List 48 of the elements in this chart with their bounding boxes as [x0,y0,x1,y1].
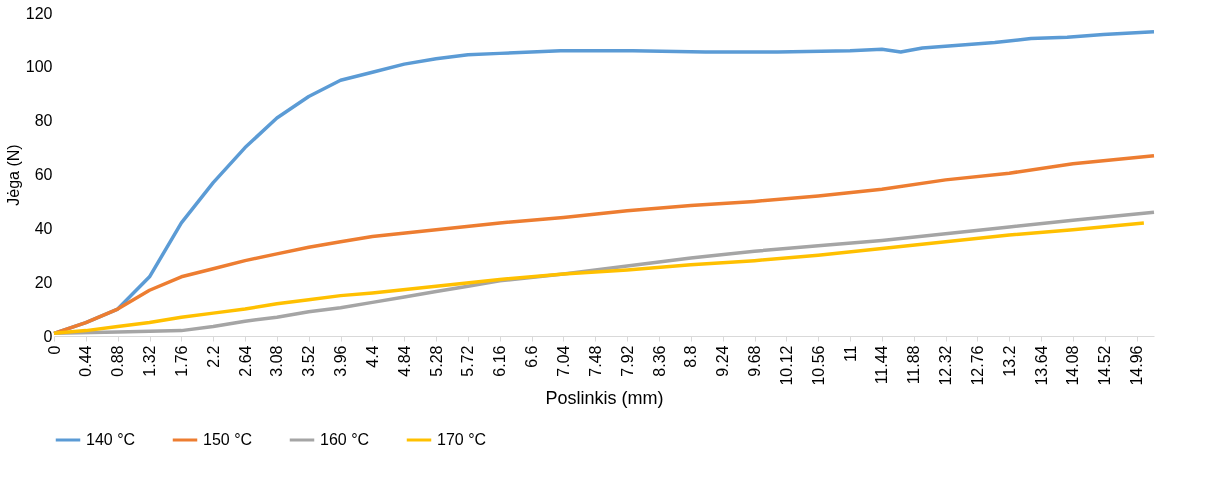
y-tick-label: 120 [25,4,53,22]
y-tick-label: 60 [34,166,53,183]
x-tick-label: 4.4 [363,345,381,368]
y-tick-label: 40 [34,219,53,237]
x-tick-label: 13.2 [1000,345,1018,377]
y-axis-title: Jėga (N) [4,144,22,206]
x-tick-label: 13.64 [1032,345,1050,386]
x-tick-label: 0 [45,345,63,355]
x-tick-label: 1.32 [141,345,159,377]
x-tick-label: 10.56 [809,345,827,386]
y-tick-label: 0 [43,327,53,345]
x-tick-label: 3.08 [268,345,286,377]
x-tick-label: 8.36 [650,345,668,377]
y-tick-label: 80 [34,112,53,130]
x-tick-label: 2.2 [204,345,222,368]
y-tick-label: 100 [25,58,53,76]
x-axis-title: Poslinkis (mm) [545,387,664,408]
x-tick-label: 1.76 [172,345,190,377]
legend-label: 140 °C [86,431,136,448]
x-tick-label: 11.44 [873,345,891,385]
x-tick-label: 9.68 [746,345,764,377]
x-tick-label: 14.52 [1096,345,1114,386]
x-tick-label: 7.92 [618,345,636,377]
x-tick-label: 7.48 [586,345,604,377]
x-tick-label: 11 [841,345,859,363]
x-tick-label: 0.44 [77,345,95,377]
x-tick-label: 14.08 [1064,345,1082,386]
x-tick-label: 6.6 [523,345,541,368]
y-tick-label: 20 [34,273,53,291]
x-tick-label: 3.96 [332,345,350,377]
x-tick-label: 7.04 [554,345,572,377]
x-tick-label: 9.24 [714,345,732,377]
x-tick-label: 12.76 [968,345,986,386]
x-tick-label: 5.28 [427,345,445,377]
legend-label: 170 °C [437,431,487,448]
x-tick-label: 5.72 [459,345,477,377]
x-tick-label: 14.96 [1128,345,1146,386]
x-tick-label: 10.12 [777,345,795,386]
x-tick-label: 11.88 [905,345,923,385]
x-tick-label: 3.52 [300,345,318,377]
x-tick-label: 8.8 [682,345,700,368]
x-tick-label: 2.64 [236,345,254,377]
x-tick-label: 6.16 [491,345,509,377]
x-tick-label: 12.32 [937,345,955,386]
x-tick-label: 0.88 [109,345,127,377]
legend-label: 160 °C [320,431,370,448]
legend-label: 150 °C [203,431,253,448]
x-tick-label: 4.84 [395,345,413,377]
